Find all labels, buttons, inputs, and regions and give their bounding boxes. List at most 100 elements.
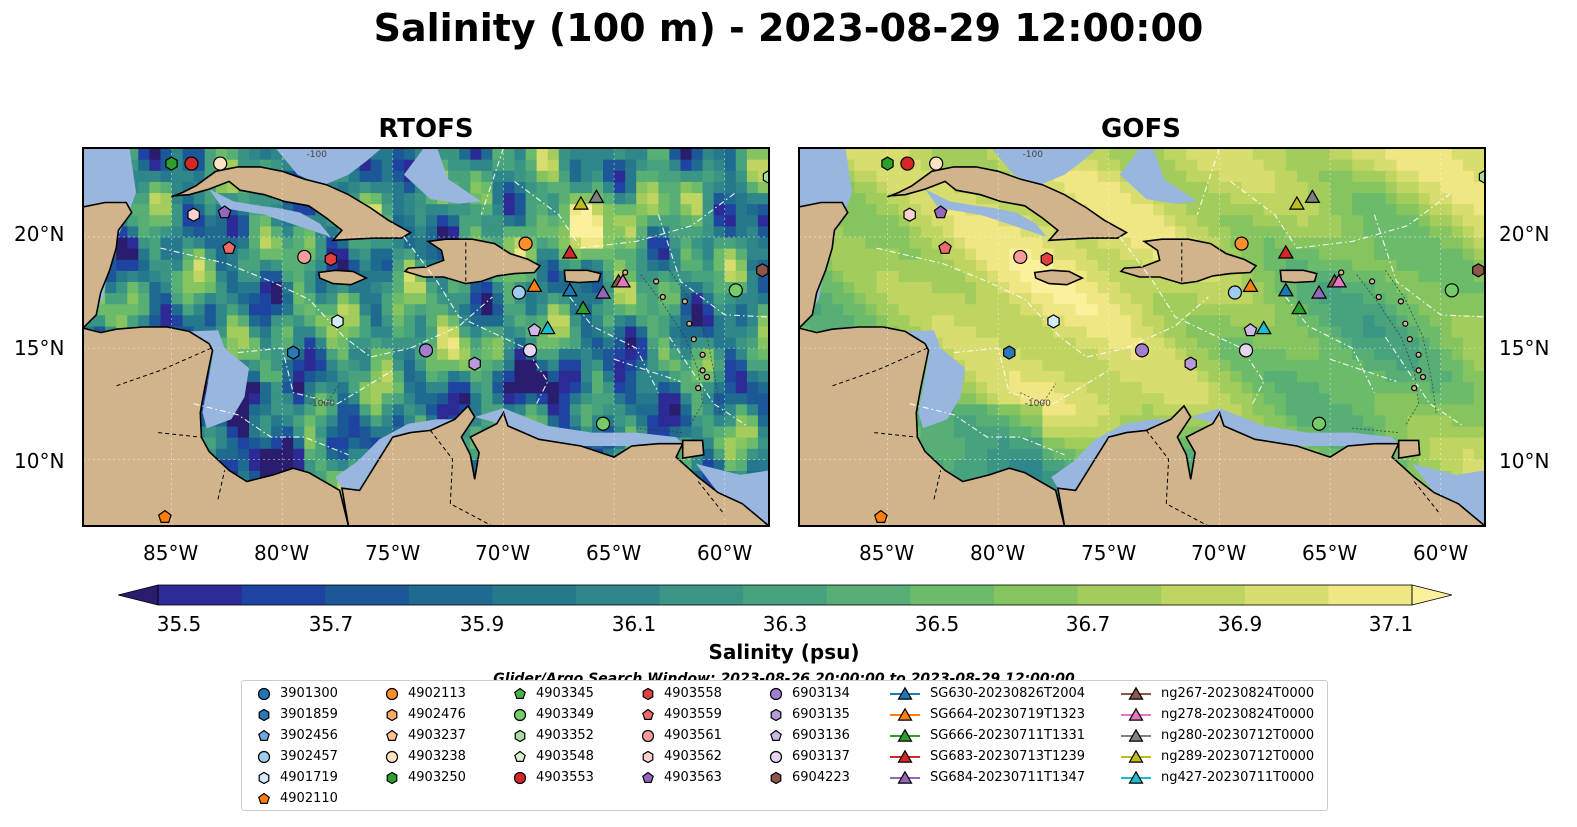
circle-marker-icon — [769, 687, 783, 700]
salinity-colorbar — [118, 584, 1452, 606]
obs-marker-sg666-20230711t1331 — [575, 300, 592, 315]
obs-marker-4903349 — [728, 283, 743, 298]
obs-marker-ng280-20230712t0000 — [1304, 189, 1321, 204]
gofs-salinity-map[interactable]: -1000 -100 — [799, 148, 1485, 526]
lat-label-15n-right: 15°N — [1499, 336, 1550, 360]
colorbar-extend-low — [118, 584, 159, 606]
obs-marker-6903136 — [1243, 323, 1258, 337]
legend-entry-4903548: 4903548 — [512, 746, 594, 767]
hexagon-marker-icon — [770, 771, 782, 784]
colorbar-extend-high — [1411, 584, 1452, 606]
lat-label-10n-left: 10°N — [14, 449, 65, 473]
legend-label: 3902456 — [280, 728, 338, 743]
legend-entry-3902457: 3902457 — [256, 746, 338, 767]
legend-label: 6904223 — [792, 770, 850, 785]
lat-label-10n-right: 10°N — [1499, 449, 1550, 473]
colorbar-swatch — [1328, 585, 1413, 605]
colorbar-label: Salinity (psu) — [708, 640, 860, 664]
legend-label: 3902457 — [280, 749, 338, 764]
colorbar-swatch — [576, 585, 661, 605]
obs-marker-4903561 — [297, 249, 312, 265]
obs-marker-4903349 — [1444, 283, 1459, 298]
legend-entry-4903562: 4903562 — [640, 746, 722, 767]
colorbar-outline — [157, 584, 1413, 606]
small-island — [1419, 373, 1427, 381]
legend-label: ng280-20230712T0000 — [1161, 728, 1315, 743]
legend-label: 3901300 — [280, 686, 338, 701]
hispaniola — [403, 238, 542, 285]
circle-marker-icon — [513, 771, 527, 784]
triangle-marker-icon — [1121, 686, 1151, 700]
obs-marker-ng278-20230824t0000 — [1330, 273, 1348, 288]
legend-entry-4903345: 4903345 — [512, 683, 594, 704]
hexagon-marker-icon — [258, 771, 270, 784]
small-island — [1368, 278, 1376, 285]
legend-label: 4903553 — [536, 770, 594, 785]
lon-label-70w-gofs: 70°W — [1191, 541, 1247, 565]
puerto-rico — [563, 269, 602, 284]
legend-entry-3901859: 3901859 — [256, 704, 338, 725]
obs-marker-4903558 — [324, 252, 338, 267]
small-island — [686, 320, 693, 327]
obs-marker-4902110 — [157, 509, 172, 523]
obs-marker-6903134 — [418, 343, 434, 358]
pentagon-marker-icon — [386, 729, 398, 741]
obs-marker-6904223 — [756, 263, 769, 278]
puerto-rico — [1279, 269, 1318, 284]
obs-marker-4902113 — [518, 236, 533, 251]
triangle-marker-icon — [1121, 728, 1151, 742]
legend-entry-4903558: 4903558 — [640, 683, 722, 704]
legend-entry-4902476: 4902476 — [384, 704, 466, 725]
obs-marker-sg630-20230826t2004 — [561, 282, 578, 297]
legend-label: 4902110 — [280, 791, 338, 806]
legend-entry-ng280-20230712t0000: ng280-20230712T0000 — [1119, 725, 1314, 746]
legend-entry-4903559: 4903559 — [640, 704, 722, 725]
legend-entry-sg683-20230713t1239: SG683-20230713T1239 — [888, 746, 1085, 767]
legend-entry-3901300: 3901300 — [256, 683, 338, 704]
lon-label-70w-rtofs: 70°W — [475, 541, 531, 565]
lon-label-75w-gofs: 75°W — [1081, 541, 1137, 565]
landmasses — [83, 148, 769, 526]
legend-entry-4903250: 4903250 — [384, 767, 466, 788]
legend-label: 6903134 — [792, 686, 850, 701]
legend-entry-ng278-20230824t0000: ng278-20230824T0000 — [1119, 704, 1314, 725]
small-island — [690, 336, 697, 343]
legend-entry-sg666-20230711t1331: SG666-20230711T1331 — [888, 725, 1085, 746]
gridlines — [83, 148, 769, 526]
figure-title: Salinity (100 m) - 2023-08-29 12:00:00 — [373, 6, 1204, 50]
colorbar-tick-37-1: 37.1 — [1368, 612, 1414, 636]
colorbar-swatch — [659, 585, 744, 605]
legend-label: 6903137 — [792, 749, 850, 764]
colorbar-tick-35-5: 35.5 — [156, 612, 202, 636]
pentagon-marker-icon — [770, 729, 782, 741]
legend-label: ng427-20230711T0000 — [1161, 770, 1315, 785]
lon-label-60w-gofs: 60°W — [1413, 541, 1469, 565]
pentagon-marker-icon — [514, 750, 526, 762]
obs-marker-6903137 — [522, 343, 538, 358]
obs-marker-4903558 — [1040, 252, 1054, 267]
obs-marker-4903562 — [187, 207, 200, 222]
legend-label: 4903559 — [664, 707, 722, 722]
legend-entry-ng289-20230712t0000: ng289-20230712T0000 — [1119, 746, 1314, 767]
colorbar-tick-35-9: 35.9 — [459, 612, 505, 636]
obs-marker-sg666-20230711t1331 — [1291, 300, 1308, 315]
rtofs-salinity-map[interactable]: -1000 -100 — [83, 148, 769, 526]
obs-marker-sg630-20230826t2004 — [1277, 282, 1294, 297]
colombia-shelf — [335, 419, 455, 491]
obs-marker-ng289-20230712t0000 — [1288, 195, 1305, 210]
obs-marker-6903135 — [1184, 356, 1197, 371]
small-island — [1406, 336, 1413, 343]
obs-marker-4903250 — [165, 156, 178, 171]
obs-marker-4903349 — [595, 416, 611, 431]
obs-marker-sg683-20230713t1239 — [1277, 244, 1294, 259]
legend-label: 6903136 — [792, 728, 850, 743]
legend-entry-4903561: 4903561 — [640, 725, 722, 746]
colorbar-swatch — [994, 585, 1079, 605]
colorbar-swatch — [1244, 585, 1329, 605]
south-america — [340, 404, 769, 526]
legend-label: 6903135 — [792, 707, 850, 722]
hexagon-marker-icon — [514, 729, 526, 742]
pentagon-marker-icon — [642, 771, 654, 783]
obs-marker-4902113 — [1234, 236, 1249, 251]
legend-label: 4903562 — [664, 749, 722, 764]
